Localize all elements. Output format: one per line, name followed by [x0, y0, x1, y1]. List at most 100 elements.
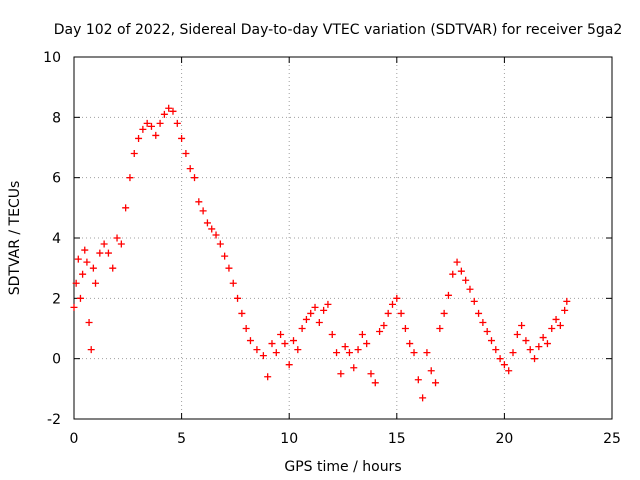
data-point	[440, 309, 448, 317]
x-tick-label: 5	[177, 431, 186, 447]
data-points	[70, 104, 571, 402]
data-point	[285, 361, 293, 369]
data-point	[561, 306, 569, 314]
data-point	[83, 258, 91, 266]
data-point	[345, 349, 353, 357]
data-point	[302, 315, 310, 323]
data-point	[72, 279, 80, 287]
data-point	[81, 246, 89, 254]
data-point	[96, 249, 104, 257]
data-point	[505, 367, 513, 375]
data-point	[113, 234, 121, 242]
data-point	[135, 134, 143, 142]
data-point	[380, 321, 388, 329]
data-point	[315, 318, 323, 326]
data-point	[277, 331, 285, 339]
data-point	[139, 125, 147, 133]
data-point	[350, 364, 358, 372]
data-point	[311, 303, 319, 311]
data-point	[178, 134, 186, 142]
data-point	[358, 331, 366, 339]
data-point	[513, 331, 521, 339]
data-point	[212, 231, 220, 239]
y-tick-label: 10	[43, 50, 61, 66]
data-point	[531, 355, 539, 363]
data-point	[268, 340, 276, 348]
data-point	[173, 119, 181, 127]
data-point	[320, 306, 328, 314]
data-point	[264, 373, 272, 381]
data-point	[122, 204, 130, 212]
data-point	[509, 349, 517, 357]
data-point	[393, 294, 401, 302]
y-tick-label: -2	[47, 412, 61, 428]
data-point	[152, 131, 160, 139]
data-point	[483, 328, 491, 336]
data-point	[548, 325, 556, 332]
data-point	[341, 343, 349, 351]
x-tick-label: 10	[280, 431, 298, 447]
data-point	[307, 309, 315, 317]
data-point	[191, 174, 199, 182]
data-point	[281, 340, 289, 348]
data-point	[259, 352, 267, 360]
data-point	[475, 309, 483, 317]
data-point	[401, 325, 409, 332]
data-point	[470, 297, 478, 305]
data-point	[79, 270, 87, 278]
data-point	[109, 264, 117, 272]
data-point	[126, 174, 134, 182]
data-point	[487, 337, 495, 345]
data-point	[337, 370, 345, 378]
data-point	[290, 337, 298, 345]
data-point	[225, 264, 233, 272]
data-point	[147, 122, 155, 130]
x-tick-label: 15	[388, 431, 406, 447]
data-point	[298, 325, 306, 332]
data-point	[165, 104, 173, 112]
data-point	[539, 334, 547, 342]
data-point	[195, 198, 203, 206]
data-point	[479, 318, 487, 326]
data-point	[363, 340, 371, 348]
data-point	[328, 331, 336, 339]
data-point	[556, 321, 564, 329]
data-point	[563, 297, 571, 305]
data-point	[354, 346, 362, 354]
data-point	[436, 325, 444, 332]
data-point	[376, 328, 384, 336]
data-point	[76, 294, 84, 302]
data-point	[526, 346, 534, 354]
data-point	[253, 346, 261, 354]
data-point	[221, 252, 229, 260]
data-point	[423, 349, 431, 357]
x-axis-label: GPS time / hours	[284, 459, 401, 475]
data-point	[186, 165, 194, 173]
data-point	[104, 249, 112, 257]
data-point	[444, 291, 452, 299]
data-point	[466, 285, 474, 293]
y-axis-label: SDTVAR / TECUs	[7, 181, 23, 296]
data-point	[238, 309, 246, 317]
data-point	[384, 309, 392, 317]
data-point	[453, 258, 461, 266]
ticks-layer	[73, 56, 613, 420]
data-point	[371, 379, 379, 387]
data-point	[156, 119, 164, 127]
data-point	[87, 346, 95, 354]
data-point	[130, 150, 138, 158]
data-point	[333, 349, 341, 357]
x-tick-labels: 0 5 10 15 20 25	[70, 431, 621, 447]
data-point	[492, 346, 500, 354]
data-point	[522, 337, 530, 345]
data-point	[246, 337, 254, 345]
data-point	[294, 346, 302, 354]
data-point	[397, 309, 405, 317]
y-tick-label: 6	[52, 171, 61, 187]
data-point	[100, 240, 108, 248]
data-point	[92, 279, 100, 287]
y-tick-labels: -2 0 2 4 6 8 10	[43, 50, 61, 428]
data-point	[535, 343, 543, 351]
data-point	[234, 294, 242, 302]
